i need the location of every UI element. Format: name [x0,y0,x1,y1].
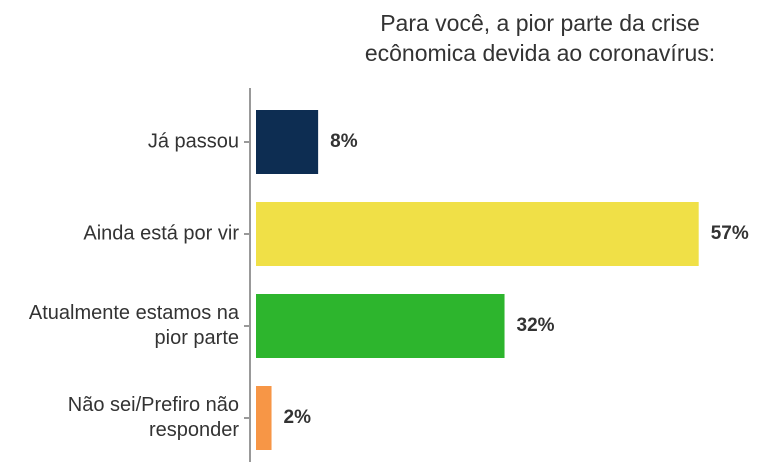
value-label: 2% [283,407,311,428]
y-tick-label: Já passou [147,130,239,153]
chart-title: Para você, a pior parte da crise ecônomi… [364,10,716,66]
bar [256,386,272,450]
value-label: 8% [330,131,358,152]
bar [256,202,699,266]
bar [256,294,505,358]
value-label: 57% [710,223,749,244]
y-tick-label: Não sei/Prefiro não responder [67,394,239,441]
value-label: 32% [516,315,555,336]
bar [256,110,319,174]
y-tick-label: Ainda está por vir [83,222,239,245]
y-tick-label: Atualmente estamos na pior parte [28,302,239,349]
